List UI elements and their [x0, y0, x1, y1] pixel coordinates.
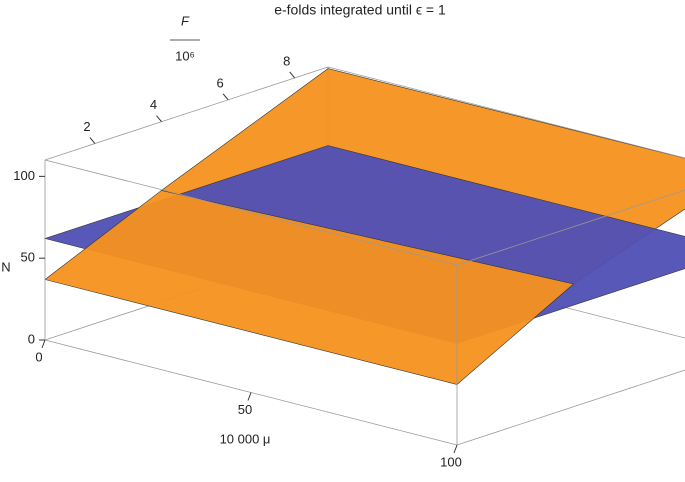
y-tick: [89, 137, 96, 144]
y-tick: [289, 71, 296, 79]
x-tick-label: 0: [35, 349, 42, 364]
y-tick: [156, 115, 162, 123]
y-tick-label: 4: [150, 97, 157, 112]
surface-patch: [44, 190, 575, 385]
box-edge: [327, 66, 685, 159]
z-tick-label: 0: [28, 331, 35, 346]
box-edge: [456, 369, 685, 446]
y-tick: [222, 93, 229, 101]
x-tick: [453, 444, 458, 454]
x-axis-label: 10 000 μ: [220, 431, 271, 446]
box-edge: [44, 159, 458, 266]
z-tick-label: 50: [21, 250, 35, 265]
y-tick-label: 2: [83, 119, 90, 134]
x-tick: [247, 392, 252, 401]
x-tick-label: 100: [440, 454, 462, 469]
box-edge: [44, 66, 329, 161]
y-axis-label-denominator: 10⁶: [175, 48, 195, 63]
y-tick-label: 8: [283, 53, 290, 68]
chart-title: e-folds integrated until ϵ = 1: [274, 2, 446, 18]
x-tick-label: 50: [238, 402, 252, 417]
z-axis-label: N: [1, 259, 10, 274]
x-tick: [41, 339, 46, 349]
box-edge: [456, 189, 685, 266]
z-tick-label: 100: [13, 168, 35, 183]
y-axis-label-numerator: F: [181, 13, 190, 28]
y-tick-label: 6: [217, 75, 224, 90]
